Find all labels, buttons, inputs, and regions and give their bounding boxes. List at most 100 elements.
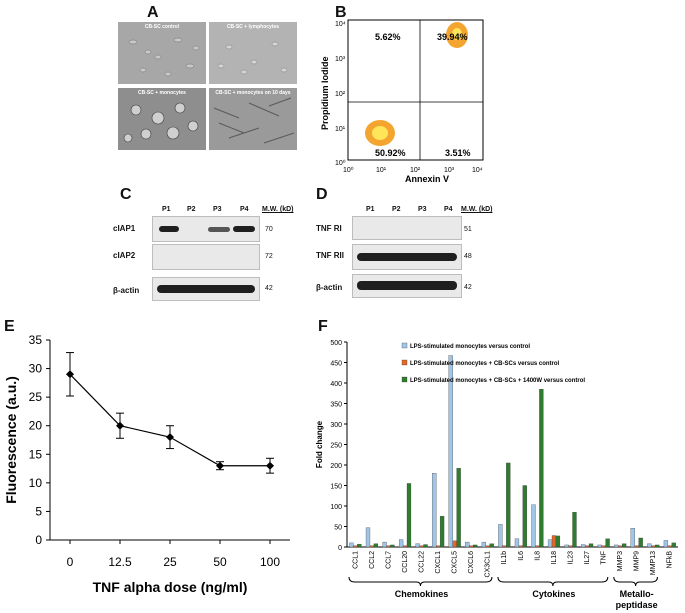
y-tick-label: 30 [29,362,43,376]
lane-label: P1 [162,206,171,213]
bar [630,527,635,548]
tick-label: 10³ [335,56,346,63]
blot-label: cIAP2 [113,251,136,260]
bar [452,540,457,548]
mw-value: 70 [265,226,273,233]
mw-value: 48 [464,253,472,260]
x-tick-label: CCL20 [402,551,409,573]
bar [369,545,375,548]
blot-label: β-actin [113,286,140,295]
x-tick-label: IL1b [501,551,508,565]
bar [539,389,544,548]
panel-label-d: D [316,186,328,203]
bar [584,545,590,548]
bar [456,468,461,548]
micrograph-caption: CB-SC + lymphocytes [226,24,280,30]
bar [357,543,362,548]
x-tick-label: IL18 [551,551,558,565]
chart-e: 0 5 10 15 20 25 30 35 0 12.5 25 50 100 TNF alpha dose… [3,333,290,595]
x-tick-label: IL23 [567,551,574,565]
x-tick-label: TNF [601,551,608,565]
tick-label: 10⁴ [472,167,483,174]
bar [498,524,503,548]
y-tick-label: 250 [330,443,342,450]
bar [581,544,586,548]
panel-label-c: C [120,186,132,203]
lane-label: P3 [213,206,222,213]
lane-label: P1 [366,206,375,213]
mw-header: M.W. (kD) [461,206,493,213]
panel-label-f: F [318,318,328,335]
bar [555,535,561,548]
bar [647,543,652,548]
tick-label: 10⁰ [335,159,346,167]
chart-f: 0 50 100 150 200 250 300 350 400 450 500 CCL1 CCL2 CC… [315,340,678,610]
x-axis-label: TNF alpha dose (ng/ml) [93,579,248,595]
x-tick-label: CXCL6 [468,551,475,574]
bar [390,544,395,548]
data-point [66,370,74,379]
series-line [69,373,270,467]
data-point [266,461,274,470]
y-tick-label: 200 [330,463,342,470]
bar [618,545,623,548]
quadrant-lr: 3.51% [445,148,471,158]
bar [386,545,391,548]
y-tick-label: 10 [29,476,43,490]
data-point [116,421,124,430]
y-tick-label: 35 [29,333,43,347]
tick-label: 10⁰ [343,166,354,174]
mw-value: 42 [464,284,472,291]
tick-label: 10² [335,91,346,98]
x-tick-label: IL27 [584,551,591,565]
flow-ylabel: Propidium Iodide [320,57,330,131]
bar [439,516,445,548]
bar [588,543,594,548]
tick-label: 10³ [444,167,455,174]
micrograph-control: CB-SC control [118,22,206,84]
x-tick-label: 12.5 [108,555,132,569]
blot-strip [152,277,260,301]
x-tick-label: MMP9 [634,551,641,571]
x-tick-label: IL8 [534,551,541,561]
group-label: Cytokines [532,589,575,599]
x-tick-label: CCL22 [418,551,425,573]
y-tick-label: 400 [330,381,342,388]
bar [622,543,627,548]
bar [402,545,408,548]
x-tick-label: IL6 [518,551,525,561]
blot-strip [352,216,462,240]
micrograph-caption: CB-SC + monocytes on 10 days [215,90,291,96]
tick-label: 10¹ [335,126,346,133]
y-axis-label: Fold change [315,420,324,468]
mw-value: 51 [464,226,472,233]
y-tick-label: 300 [330,422,342,429]
x-tick-label: MMP13 [650,551,657,575]
bar [518,545,524,548]
blot-strip [352,244,462,270]
bar [481,541,486,548]
blot-label: β-actin [316,283,343,292]
micrograph-caption: CB-SC + monocytes [138,90,186,96]
tick-label: 10¹ [376,167,387,174]
x-tick-label: MMP3 [617,551,624,571]
bar [605,538,610,548]
data-point [166,433,174,442]
bar [671,542,676,548]
tick-label: 10⁴ [335,21,346,28]
group-label: Metallo- [620,589,654,599]
flow-plot: 10⁰ 10¹ 10² 10³ 10⁴ 10⁰ 10¹ 10² 10³ 10⁴ … [320,19,484,184]
x-tick-label: CXCL5 [452,551,459,574]
bar [465,541,470,548]
bar [551,535,557,548]
bar [564,544,569,548]
x-tick-label: CX3CL1 [485,551,492,578]
y-tick-label: 20 [29,419,43,433]
bar [506,462,511,548]
bar [663,540,669,548]
x-tick-label: CCL1 [352,551,359,569]
bar [406,483,412,548]
y-tick-label: 25 [29,390,43,404]
blot-label: cIAP1 [113,224,136,233]
bar [638,537,643,548]
